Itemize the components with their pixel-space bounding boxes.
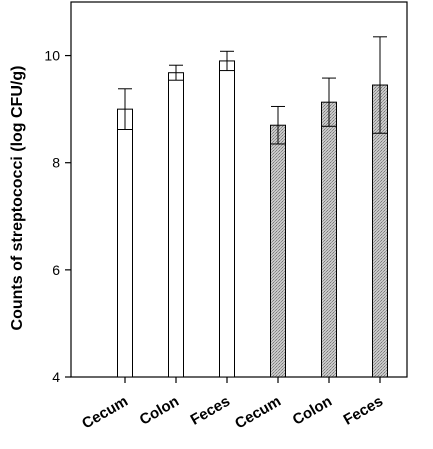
y-tick-label: 10 <box>44 48 60 64</box>
bar <box>270 124 286 378</box>
bar <box>321 101 337 378</box>
x-category-label: Colon <box>290 393 335 429</box>
bar <box>219 60 235 378</box>
x-category-label: Cecum <box>79 393 131 433</box>
x-category-label: Feces <box>341 393 386 429</box>
x-category-label: Colon <box>137 393 182 429</box>
y-tick-label: 8 <box>52 155 60 171</box>
x-category-label: Cecum <box>232 393 284 433</box>
y-tick-label: 6 <box>52 262 60 278</box>
plot-frame <box>70 1 408 378</box>
x-category-label: Feces <box>188 393 233 429</box>
y-axis-title: Counts of streptococci (log CFU/g) <box>9 66 26 331</box>
y-tick-label: 4 <box>52 369 60 385</box>
bar <box>168 72 184 378</box>
bar <box>117 108 133 378</box>
